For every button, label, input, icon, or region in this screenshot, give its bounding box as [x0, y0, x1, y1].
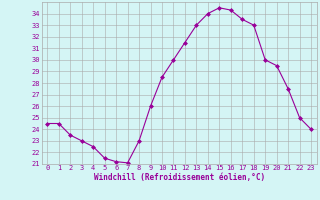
- X-axis label: Windchill (Refroidissement éolien,°C): Windchill (Refroidissement éolien,°C): [94, 173, 265, 182]
